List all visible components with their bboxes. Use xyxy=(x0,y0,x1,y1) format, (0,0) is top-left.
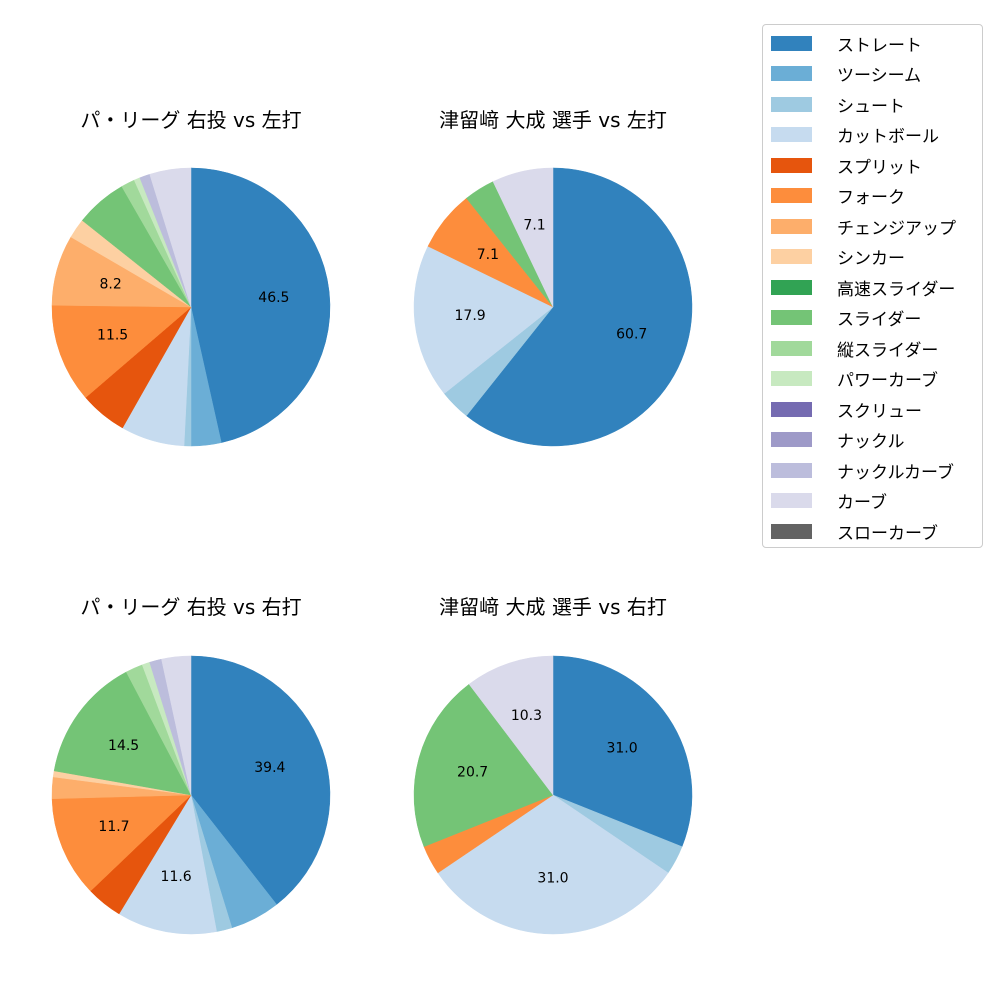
slice-percentage-label: 46.5 xyxy=(258,290,289,306)
legend-swatch xyxy=(771,96,812,112)
pie-slice xyxy=(161,655,192,796)
slice-percentage-label: 7.1 xyxy=(523,218,545,234)
slice-percentage-label: 31.0 xyxy=(537,870,568,886)
legend-item: カーブ xyxy=(771,489,887,513)
legend-swatch xyxy=(771,127,812,142)
legend-label: カットボール xyxy=(837,127,939,147)
pie-slice xyxy=(190,655,331,905)
legend-label: シンカー xyxy=(837,249,905,269)
legend-label: スクリュー xyxy=(837,401,922,422)
slice-percentage-label: 11.7 xyxy=(98,819,129,835)
legend-item: フォーク xyxy=(771,184,905,208)
legend-item: ストレート xyxy=(771,31,922,56)
legend-swatch xyxy=(771,432,812,447)
legend-swatch xyxy=(771,310,812,325)
legend-swatch xyxy=(771,462,812,478)
pie-slice xyxy=(492,167,554,308)
legend-label: スプリット xyxy=(837,157,922,178)
legend-label: 縦スライダー xyxy=(837,340,939,361)
legend-label: スライダー xyxy=(837,310,922,330)
pie-slice xyxy=(552,655,693,847)
legend-swatch xyxy=(771,279,812,295)
legend-label: 高速スライダー xyxy=(837,279,956,300)
legend-item: スローカーブ xyxy=(771,519,938,544)
slice-percentage-label: 7.1 xyxy=(477,247,499,263)
legend-label: チェンジアップ xyxy=(837,218,956,239)
legend-label: ナックル xyxy=(837,432,905,452)
pie-slice xyxy=(51,794,192,892)
slice-percentage-label: 11.6 xyxy=(161,869,192,885)
legend-item: 高速スライダー xyxy=(771,275,956,300)
legend-swatch xyxy=(771,157,812,173)
legend-item: 縦スライダー xyxy=(771,336,939,361)
legend-swatch xyxy=(771,401,812,417)
legend-item: ナックル xyxy=(771,428,905,452)
legend-item: カットボール xyxy=(771,123,939,147)
legend-label: ナックルカーブ xyxy=(837,462,954,483)
legend-item: スプリット xyxy=(771,153,922,178)
pie-slice xyxy=(53,671,192,796)
legend-swatch xyxy=(771,493,812,508)
legend-swatch xyxy=(771,371,812,386)
legend-swatch xyxy=(771,66,812,81)
legend-label: カーブ xyxy=(837,493,887,513)
legend: ストレートツーシームシュートカットボール スプリットフォークチェンジアップ シンカー… xyxy=(762,24,983,548)
slice-percentage-label: 20.7 xyxy=(457,765,488,781)
slice-percentage-label: 60.7 xyxy=(616,327,647,343)
legend-item: シュート xyxy=(771,92,905,117)
slice-percentage-label: 8.2 xyxy=(99,277,121,293)
pie-slice xyxy=(118,794,217,935)
chart-title: 津留﨑 大成 選手 vs 左打 xyxy=(439,108,667,132)
slice-percentage-label: 31.0 xyxy=(606,740,637,756)
pie-slice xyxy=(468,655,554,796)
legend-label: シュート xyxy=(837,96,905,117)
legend-label: フォーク xyxy=(837,188,905,208)
legend-swatch xyxy=(771,188,812,203)
slice-percentage-label: 17.9 xyxy=(455,308,486,324)
legend-item: ツーシーム xyxy=(771,62,921,86)
slice-percentage-label: 11.5 xyxy=(97,327,128,343)
slice-percentage-label: 10.3 xyxy=(511,708,542,724)
pie-slice xyxy=(51,304,192,398)
pie-slice xyxy=(466,167,693,447)
chart-title: 津留﨑 大成 選手 vs 右打 xyxy=(439,595,667,619)
legend-label: パワーカーブ xyxy=(837,371,938,391)
legend-item: チェンジアップ xyxy=(771,214,956,239)
legend-swatch xyxy=(771,35,812,51)
legend-label: ストレート xyxy=(837,35,922,56)
legend-item: スライダー xyxy=(771,306,921,330)
chart-title: パ・リーグ 右投 vs 左打 xyxy=(80,108,302,132)
legend-item: スクリュー xyxy=(771,397,922,422)
slice-percentage-label: 14.5 xyxy=(108,738,139,754)
legend-item: シンカー xyxy=(771,245,905,269)
pie-slice xyxy=(190,167,331,443)
pie-slice xyxy=(413,683,554,847)
legend-item: ナックルカーブ xyxy=(771,458,954,483)
legend-swatch xyxy=(771,340,812,356)
legend-swatch xyxy=(771,523,812,539)
slice-percentage-label: 39.4 xyxy=(254,760,285,776)
legend-swatch xyxy=(771,249,812,264)
legend-swatch xyxy=(771,218,812,234)
pie-slice xyxy=(437,794,669,935)
legend-item: パワーカーブ xyxy=(771,367,938,391)
chart-title: パ・リーグ 右投 vs 右打 xyxy=(80,595,302,619)
legend-label: ツーシーム xyxy=(837,66,922,86)
pie-slice xyxy=(413,245,554,394)
pie-slice xyxy=(149,167,192,308)
legend-label: スローカーブ xyxy=(837,523,938,544)
